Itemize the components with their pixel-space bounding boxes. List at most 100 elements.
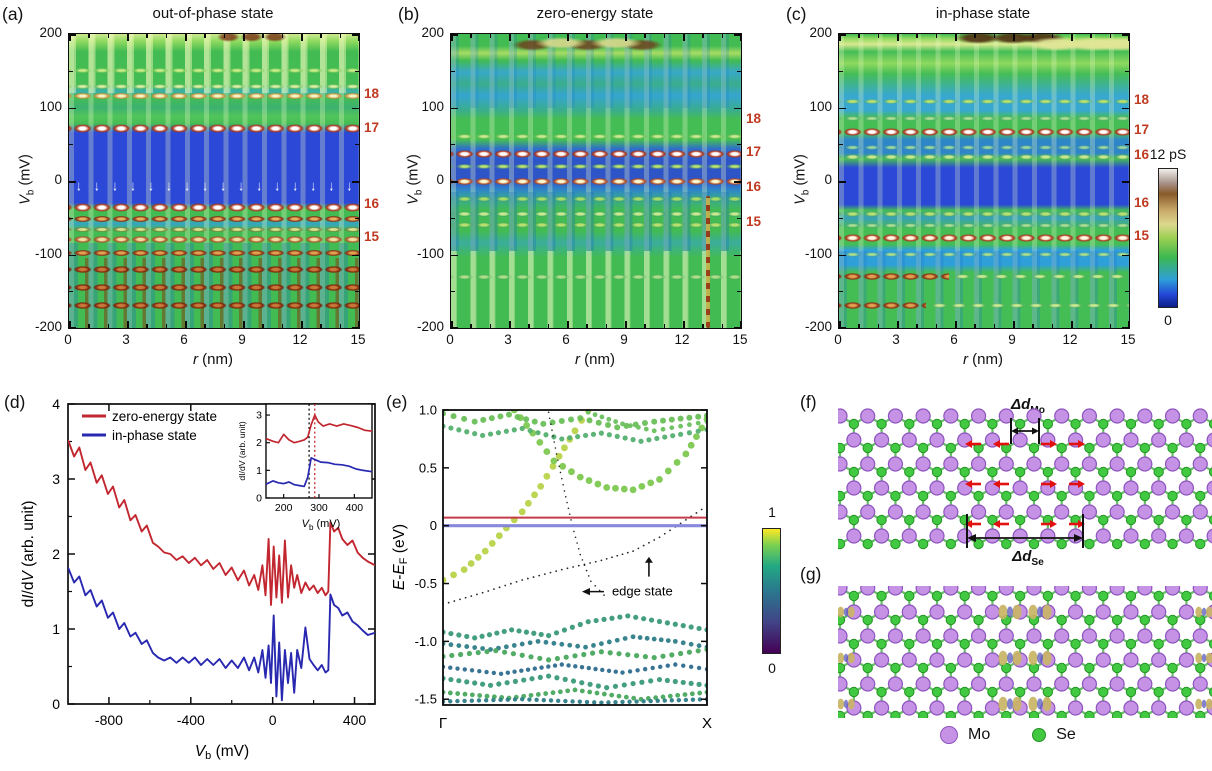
edge-state-annotation: edge state <box>612 584 673 599</box>
band-dot <box>638 482 646 490</box>
se-atom <box>1098 514 1109 526</box>
mo-atom <box>1067 604 1084 620</box>
mo-atom <box>846 480 862 496</box>
band-dot <box>625 613 631 619</box>
band-dot <box>550 423 552 426</box>
band-dot <box>611 556 613 559</box>
se-atom <box>1084 442 1095 454</box>
tick <box>1090 324 1092 328</box>
se-atom <box>1181 466 1192 478</box>
band-dot <box>625 652 631 658</box>
band-dot <box>567 435 573 441</box>
band-dot <box>682 692 688 697</box>
charge-blob-core <box>843 699 849 709</box>
band-dot <box>493 648 499 654</box>
tick <box>451 326 458 328</box>
se-atom <box>1014 466 1026 478</box>
colorbar-max-label: 12 pS <box>1149 146 1187 162</box>
tick <box>567 321 569 328</box>
band-dot <box>670 433 676 439</box>
tick <box>451 107 458 109</box>
tick <box>451 321 453 328</box>
hm-spots <box>839 221 1129 229</box>
tick <box>301 34 303 41</box>
dse-double-arrow-icon <box>967 534 976 542</box>
tick <box>146 34 148 38</box>
band-dot <box>472 645 478 650</box>
tick <box>625 34 627 41</box>
mo-atom <box>1109 504 1125 520</box>
band-dot <box>450 413 457 420</box>
band-dot <box>471 418 478 425</box>
band-dot <box>687 422 692 428</box>
band-dot <box>575 643 581 649</box>
band-dot <box>651 418 658 425</box>
mo-atom <box>901 480 917 496</box>
mo-atom <box>943 628 959 644</box>
tick <box>489 34 491 38</box>
charge-blob <box>1205 652 1212 664</box>
se-atom <box>973 662 984 674</box>
band-dot <box>572 653 578 659</box>
band-dot <box>673 662 678 667</box>
tick <box>839 217 843 219</box>
state-number-label: 16 <box>746 179 762 195</box>
y-tick-label: -100 <box>804 245 832 261</box>
mo-atom <box>1081 408 1098 424</box>
se-atom <box>931 466 943 478</box>
band-dot <box>574 536 577 539</box>
white-down-arrow-icon: ↓ <box>148 178 154 195</box>
mo-atom <box>901 604 917 620</box>
tick <box>185 321 187 328</box>
band-dot <box>515 580 518 583</box>
band-dot <box>464 596 467 599</box>
mo-atom <box>984 652 1001 668</box>
mo-atom <box>1178 528 1195 544</box>
label-part: F <box>398 557 410 564</box>
band-dot <box>573 530 575 533</box>
mo-atom <box>1012 528 1028 544</box>
tick <box>489 324 491 328</box>
band-dot <box>543 691 549 696</box>
hm-spots <box>839 126 1129 137</box>
se-atom <box>1195 662 1206 674</box>
se-atom <box>834 710 846 722</box>
band-dot <box>561 444 568 452</box>
band-dot <box>595 419 602 426</box>
hm-spots <box>839 301 926 311</box>
tick <box>839 181 846 183</box>
hm-spots <box>69 67 359 75</box>
band-dot <box>575 434 581 440</box>
se-atom <box>862 662 873 674</box>
mo-atom <box>1192 676 1208 692</box>
mo-atom <box>1164 504 1181 520</box>
band-dot <box>472 680 478 686</box>
se-atom <box>917 442 929 454</box>
tick <box>451 181 458 183</box>
band-dot <box>672 678 678 685</box>
band-dot <box>509 582 512 585</box>
se-atom <box>987 514 998 526</box>
se-atom <box>945 614 957 626</box>
band-dot <box>651 428 657 434</box>
band-dot <box>552 663 558 668</box>
se-atom <box>1084 710 1095 722</box>
band-dot <box>695 420 701 426</box>
panel-g-letter: (g) <box>800 564 822 584</box>
band-dot <box>587 689 593 695</box>
y-tick-label: 0.5 <box>419 460 437 475</box>
label-part: Δd <box>1012 548 1032 565</box>
se-atom-swatch <box>1032 728 1047 742</box>
x-tick-label: 3 <box>122 332 130 347</box>
band-dot <box>677 415 684 422</box>
x-tick-label: 12 <box>674 332 690 347</box>
x-tick-label: 12 <box>1062 332 1078 347</box>
band-dot <box>609 692 615 698</box>
band-dot <box>577 621 583 628</box>
band-dot <box>635 668 640 673</box>
left-arrow-icon <box>581 588 590 596</box>
inset-ylabel: dI/dV (arb. unit) <box>237 421 247 480</box>
band-dot <box>467 560 475 567</box>
mo-atom <box>1206 528 1212 544</box>
band-dot <box>571 427 579 435</box>
